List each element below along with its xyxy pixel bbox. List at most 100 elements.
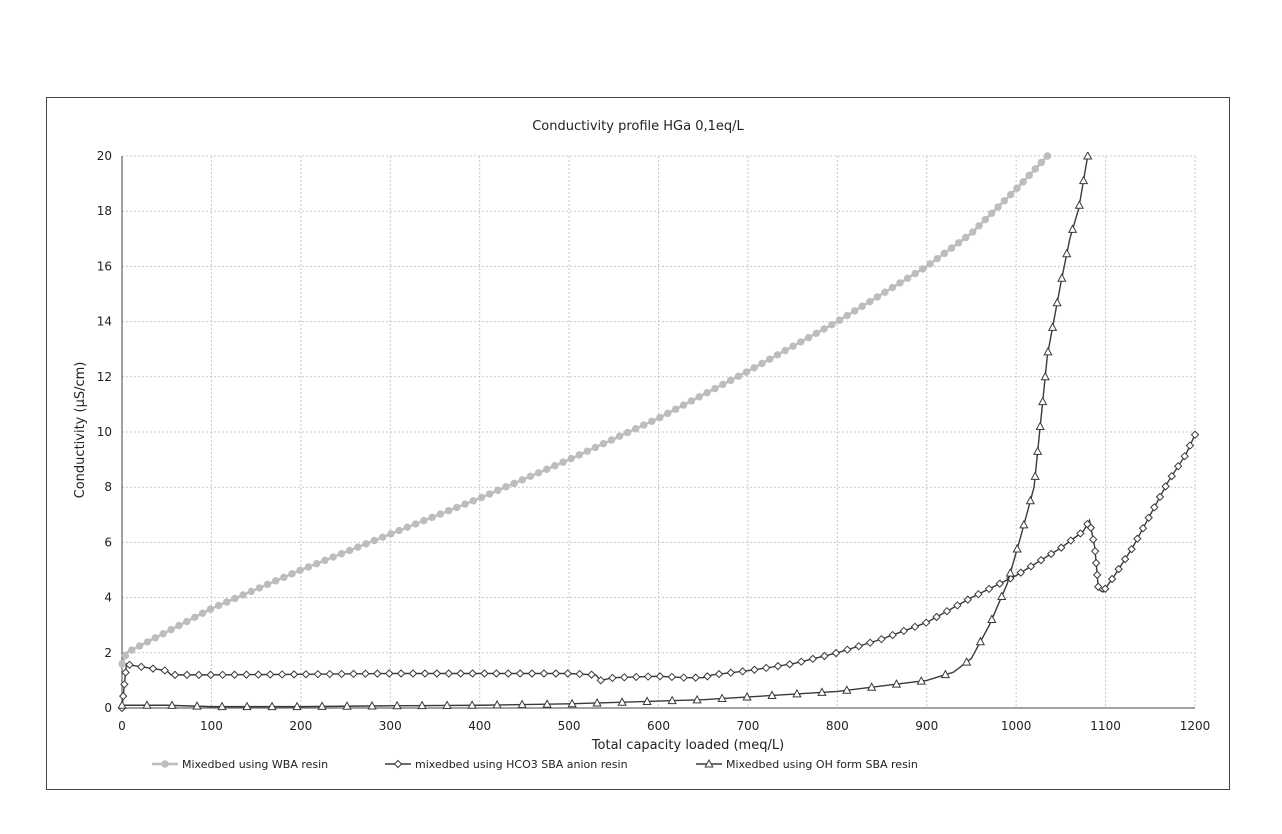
x-tick-label: 700 <box>736 719 759 733</box>
data-point <box>486 491 492 497</box>
data-point <box>445 670 452 677</box>
data-point <box>503 484 509 490</box>
data-point <box>649 418 655 424</box>
data-point <box>889 632 896 639</box>
data-point <box>122 669 129 676</box>
data-point <box>1128 546 1135 553</box>
data-point <box>874 294 880 300</box>
data-point <box>421 670 428 677</box>
data-point <box>844 312 850 318</box>
data-point <box>529 670 536 677</box>
data-point <box>564 670 571 677</box>
data-point <box>379 534 385 540</box>
data-point <box>396 527 402 533</box>
x-axis-label: Total capacity loaded (meq/L) <box>591 738 784 753</box>
data-point <box>923 619 930 626</box>
data-point <box>388 531 394 537</box>
data-point <box>1036 423 1044 430</box>
data-point <box>867 298 873 304</box>
data-point <box>633 426 639 432</box>
data-point <box>1034 447 1042 454</box>
data-point <box>297 567 303 573</box>
data-point <box>302 671 309 678</box>
data-point <box>851 308 857 314</box>
data-point <box>1192 431 1199 438</box>
data-point <box>665 410 671 416</box>
data-point <box>433 670 440 677</box>
x-tick-label: 1000 <box>1001 719 1032 733</box>
data-point <box>305 564 311 570</box>
data-point <box>322 557 328 563</box>
data-point <box>641 422 647 428</box>
data-point <box>136 643 142 649</box>
data-point <box>970 229 976 235</box>
data-point <box>821 326 827 332</box>
data-point <box>1006 569 1014 576</box>
chart-title: Conductivity profile HGa 0,1eq/L <box>532 119 744 134</box>
data-point <box>656 673 663 680</box>
data-point <box>829 321 835 327</box>
data-point <box>1090 536 1097 543</box>
data-point <box>160 631 166 637</box>
data-point <box>904 275 910 281</box>
data-point <box>176 622 182 628</box>
data-point <box>809 655 816 662</box>
data-point <box>767 356 773 362</box>
data-point <box>1020 521 1028 528</box>
data-point <box>215 602 221 608</box>
data-point <box>739 668 746 675</box>
data-point <box>350 670 357 677</box>
data-point <box>248 588 254 594</box>
data-point <box>183 671 190 678</box>
data-point <box>469 670 476 677</box>
data-point <box>1092 548 1099 555</box>
x-tick-label: 200 <box>289 719 312 733</box>
data-point <box>988 615 996 622</box>
y-tick-label: 16 <box>97 259 112 273</box>
data-point <box>1156 493 1163 500</box>
data-point <box>998 593 1006 600</box>
data-point <box>836 317 842 323</box>
y-tick-label: 6 <box>104 535 112 549</box>
data-point <box>986 585 993 592</box>
data-point <box>199 610 205 616</box>
series-3 <box>118 152 1091 710</box>
data-point <box>680 402 686 408</box>
data-point <box>457 670 464 677</box>
data-point <box>386 670 393 677</box>
data-point <box>568 455 574 461</box>
data-point <box>560 459 566 465</box>
data-point <box>743 369 749 375</box>
data-point <box>255 671 262 678</box>
data-point <box>346 547 352 553</box>
data-point <box>314 671 321 678</box>
data-point <box>281 574 287 580</box>
x-tick-label: 600 <box>647 719 670 733</box>
data-point <box>289 571 295 577</box>
data-point <box>900 627 907 634</box>
data-point <box>429 514 435 520</box>
data-point <box>224 599 230 605</box>
data-point <box>1027 497 1035 504</box>
data-point <box>889 284 895 290</box>
data-point <box>421 517 427 523</box>
data-point <box>600 440 606 446</box>
data-point <box>454 504 460 510</box>
data-point <box>517 670 524 677</box>
data-point <box>624 429 630 435</box>
data-point <box>621 674 628 681</box>
legend: Mixedbed using WBA resinmixedbed using H… <box>152 758 918 771</box>
data-point <box>832 650 839 657</box>
data-point <box>609 674 616 681</box>
data-point <box>963 658 971 665</box>
data-point <box>668 673 675 680</box>
data-point <box>911 623 918 630</box>
data-point <box>279 671 286 678</box>
data-point <box>330 554 336 560</box>
data-point <box>1145 514 1152 521</box>
data-point <box>934 255 940 261</box>
data-point <box>313 560 319 566</box>
data-point <box>412 521 418 527</box>
data-point <box>1020 179 1026 185</box>
data-point <box>912 270 918 276</box>
